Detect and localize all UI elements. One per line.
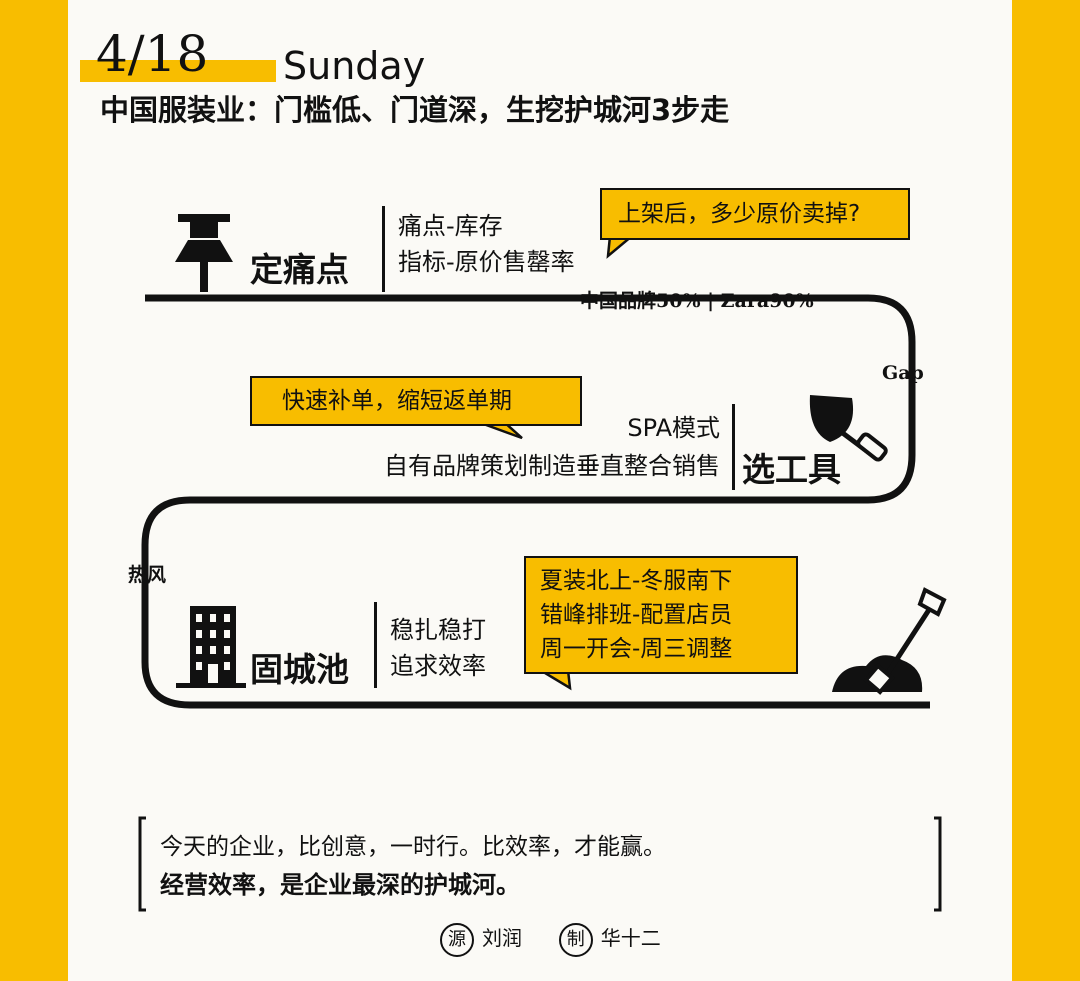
callout-box-1: 上架后，多少原价卖掉? xyxy=(600,188,910,240)
step1-line1: 痛点-库存 xyxy=(398,212,503,240)
step1-line2: 指标-原价售罄率 xyxy=(398,248,575,276)
maker-badge: 制 xyxy=(558,922,593,957)
step3-line1: 稳扎稳打 xyxy=(390,616,486,644)
callout3-line2: 错峰排班-配置店员 xyxy=(540,602,733,628)
maker-name: 华十二 xyxy=(600,926,661,950)
shovel-dirt-icon xyxy=(832,587,947,695)
gap-label: Gap xyxy=(882,362,924,384)
stat-label: 中国品牌50% | Zara90% xyxy=(580,290,814,312)
step3-line2: 追求效率 xyxy=(390,652,486,680)
quote-bracket-right xyxy=(934,816,942,912)
divider-2 xyxy=(732,404,735,490)
callout-box-2: 快速补单，缩短返单期 xyxy=(250,376,582,426)
divider-3 xyxy=(374,602,377,688)
source-name: 刘润 xyxy=(482,926,522,950)
step2-line1: SPA模式 xyxy=(627,414,720,442)
step2-line2: 自有品牌策划制造垂直整合销售 xyxy=(384,452,720,480)
headline: 中国服装业：门槛低、门道深，生挖护城河3步走 xyxy=(100,93,730,127)
step-title-1: 定痛点 xyxy=(250,250,349,289)
road-path xyxy=(141,294,930,709)
callout3-line1: 夏装北上-冬服南下 xyxy=(540,568,733,594)
date-label: 4/18 xyxy=(96,25,209,83)
quote-line1: 今天的企业，比创意，一时行。比效率，才能赢。 xyxy=(160,834,666,860)
step-title-2: 选工具 xyxy=(742,450,841,489)
callout3-line3: 周一开会-周三调整 xyxy=(540,636,733,662)
step-title-3: 固城池 xyxy=(250,650,349,689)
building-icon xyxy=(176,606,246,688)
pushpin-icon xyxy=(175,214,233,292)
source-badge: 源 xyxy=(440,922,474,957)
card-background xyxy=(68,0,1012,981)
quote-bracket-left xyxy=(138,816,146,912)
callout-box-3: 夏装北上-冬服南下 错峰排班-配置店员 周一开会-周三调整 xyxy=(524,556,798,674)
credits: 源刘润 制华十二 xyxy=(440,922,661,957)
date-highlight-bar xyxy=(80,60,276,82)
trowel-icon xyxy=(809,395,888,462)
hotwind-label: 热风 xyxy=(128,564,167,586)
weekday-label: Sunday xyxy=(283,44,426,88)
divider-1 xyxy=(382,206,385,292)
quote-line2: 经营效率，是企业最深的护城河。 xyxy=(160,870,520,899)
